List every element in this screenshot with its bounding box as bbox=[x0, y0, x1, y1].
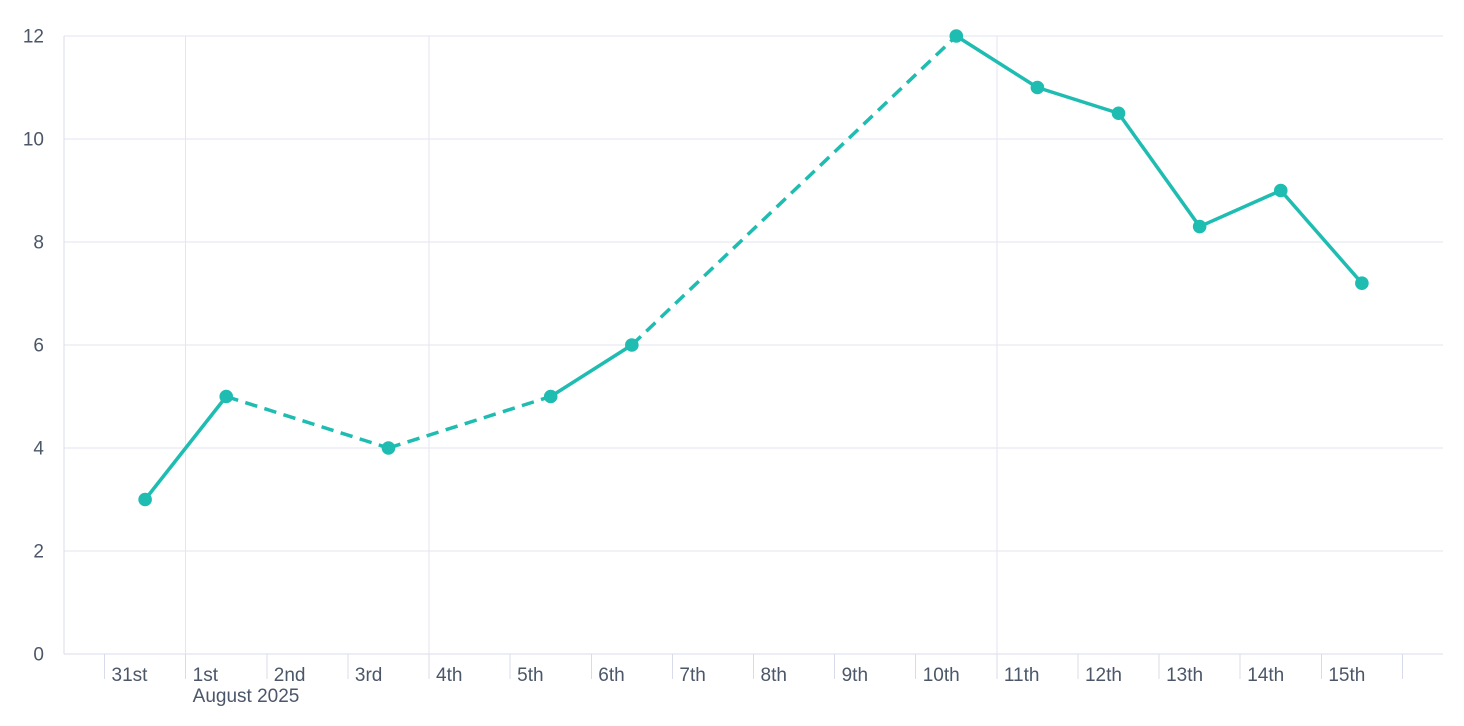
data-point-10th[interactable] bbox=[949, 29, 964, 43]
x-tick-label: 3rd bbox=[355, 665, 382, 686]
series-segment-dashed bbox=[387, 394, 552, 450]
y-tick-label: 10 bbox=[23, 130, 44, 151]
y-tick-label: 6 bbox=[33, 336, 44, 357]
data-point-14th[interactable] bbox=[1273, 183, 1288, 198]
data-point-1st[interactable] bbox=[219, 389, 234, 404]
x-tick-label: 14th bbox=[1247, 665, 1284, 686]
y-tick-label: 8 bbox=[33, 233, 44, 254]
x-tick-label: 4th bbox=[436, 665, 462, 686]
x-tick-label: 2nd bbox=[274, 665, 306, 686]
series-segment-solid bbox=[1279, 189, 1364, 285]
x-tick-label: 12th bbox=[1085, 665, 1122, 686]
x-tick-label: 6th bbox=[598, 665, 624, 686]
x-tick-label: 13th bbox=[1166, 665, 1203, 686]
y-tick-label: 2 bbox=[33, 542, 44, 563]
x-tick-label: 11th bbox=[1004, 665, 1040, 686]
series-segment-solid bbox=[1117, 112, 1202, 228]
series-segment-dashed bbox=[630, 34, 958, 347]
series-segment-solid bbox=[143, 395, 228, 501]
data-point-13th[interactable] bbox=[1192, 219, 1207, 234]
x-tick-label: 7th bbox=[679, 665, 705, 686]
x-tick-label: 10th bbox=[923, 665, 960, 686]
data-point-6th[interactable] bbox=[625, 338, 639, 352]
x-tick-label: 8th bbox=[761, 665, 787, 686]
data-point-5th[interactable] bbox=[543, 389, 558, 404]
series-segment-solid bbox=[549, 343, 633, 398]
y-tick-label: 4 bbox=[33, 439, 44, 460]
x-tick-label: 1st bbox=[193, 665, 219, 686]
data-point-12th[interactable] bbox=[1111, 106, 1126, 121]
y-tick-label: 0 bbox=[33, 645, 44, 666]
series-segment-solid bbox=[955, 34, 1039, 89]
x-tick-label: 5th bbox=[517, 665, 543, 686]
series-segment-solid bbox=[1198, 188, 1282, 229]
data-point-11th[interactable] bbox=[1030, 80, 1045, 95]
x-tick-label: 15th bbox=[1328, 665, 1365, 686]
data-point-15th[interactable] bbox=[1355, 276, 1369, 291]
x-tick-label: 9th bbox=[842, 665, 868, 686]
data-point-3rd[interactable] bbox=[381, 441, 396, 455]
month-label: August 2025 bbox=[193, 686, 300, 707]
series-segment-dashed bbox=[225, 394, 390, 450]
x-tick-label: 31st bbox=[112, 665, 149, 686]
data-point-31st[interactable] bbox=[138, 492, 152, 507]
y-tick-label: 12 bbox=[23, 27, 44, 48]
series-segment-solid bbox=[1036, 85, 1120, 115]
